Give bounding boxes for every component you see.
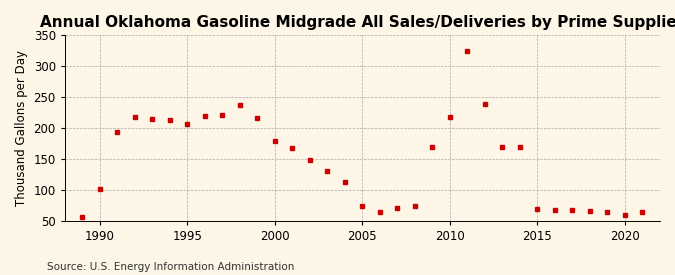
Y-axis label: Thousand Gallons per Day: Thousand Gallons per Day (15, 50, 28, 207)
Title: Annual Oklahoma Gasoline Midgrade All Sales/Deliveries by Prime Supplier: Annual Oklahoma Gasoline Midgrade All Sa… (40, 15, 675, 30)
Text: Source: U.S. Energy Information Administration: Source: U.S. Energy Information Administ… (47, 262, 294, 272)
